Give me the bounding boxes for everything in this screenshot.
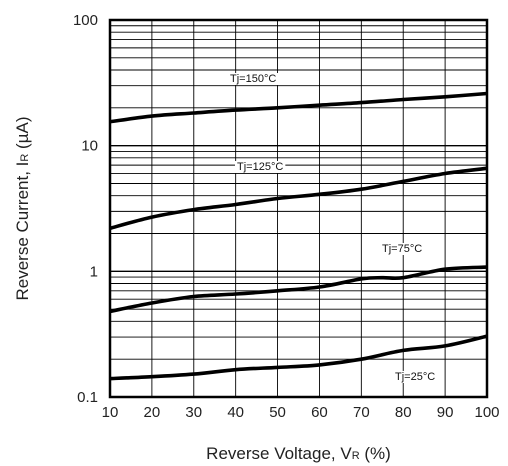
series-annotation-0: Tj=150°C: [230, 73, 276, 85]
x-tick-label: 90: [437, 404, 454, 421]
grid: [110, 20, 487, 397]
x-tick-label: 60: [311, 404, 328, 421]
plot-frame: [108, 18, 489, 399]
y-tick-label: 0.1: [77, 389, 98, 406]
series-line-2: [109, 265, 488, 314]
x-tick-label: 10: [102, 404, 119, 421]
y-tick-label: 10: [81, 138, 98, 155]
annotation-background: [235, 161, 286, 173]
annotations: Tj=150°C Tj=125°C Tj=75°C Tj=25°C: [228, 73, 438, 383]
y-tick-labels: 0.1 1 10 100: [73, 12, 98, 406]
x-tick-label: 100: [474, 404, 499, 421]
x-tick-label: 20: [144, 404, 161, 421]
series-annotation-3: Tj=25°C: [395, 371, 435, 383]
annotation-background: [393, 371, 438, 383]
series-line-1: [109, 166, 488, 231]
x-tick-label: 40: [227, 404, 244, 421]
y-axis-label-unit: (µA): [13, 116, 32, 153]
series-group: [109, 91, 488, 381]
y-axis-label: Reverse Current, IR (µA): [13, 116, 32, 300]
x-tick-label: 50: [269, 404, 286, 421]
x-axis-label-main: Reverse Voltage, V: [206, 444, 352, 463]
x-tick-label: 30: [185, 404, 202, 421]
x-axis-label-sub: R: [352, 450, 360, 462]
x-tick-label: 70: [353, 404, 370, 421]
y-tick-label: 100: [73, 12, 98, 29]
series-annotation-2: Tj=75°C: [382, 243, 422, 255]
x-axis-label-unit: (%): [360, 444, 391, 463]
x-tick-labels: 10 20 30 40 50 60 70 80 90 100: [102, 404, 500, 421]
y-axis-label-main: Reverse Current, I: [13, 162, 32, 301]
y-axis-label-sub: R: [19, 154, 31, 162]
annotation-background: [380, 243, 425, 255]
series-annotation-1: Tj=125°C: [237, 161, 283, 173]
annotation-background: [228, 73, 279, 85]
series-line-3: [109, 334, 488, 381]
x-tick-label: 80: [395, 404, 412, 421]
x-axis-label: Reverse Voltage, VR (%): [206, 444, 391, 463]
series-line-0: [109, 91, 488, 124]
y-tick-label: 1: [90, 263, 98, 280]
